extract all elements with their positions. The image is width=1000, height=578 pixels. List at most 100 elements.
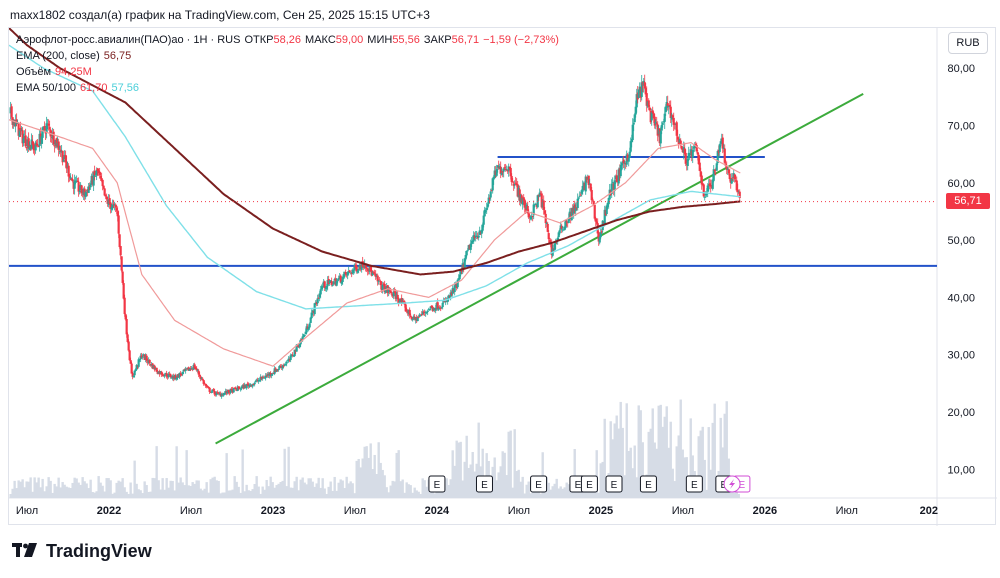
volume-bar (329, 481, 332, 498)
volume-bar (251, 489, 254, 498)
candle-down (129, 360, 132, 364)
volume-bar (39, 487, 42, 498)
candle-up (421, 311, 424, 315)
candle-up (458, 274, 461, 280)
candle-up (277, 368, 280, 370)
candle-up (342, 274, 345, 278)
y-tick-label: 30,00 (947, 350, 975, 362)
candle-down (269, 373, 272, 376)
volume-bar (37, 477, 40, 498)
volume-bar (613, 423, 616, 498)
legend-ohlc-row: Аэрофлот-росс.авиалин(ПАО)ао · 1Н · RUS О… (16, 32, 563, 48)
volume-bar (391, 480, 394, 498)
candle-down (547, 233, 550, 240)
earnings-marker-icon[interactable] (580, 475, 598, 493)
candle-up (730, 178, 733, 184)
volume-bar (33, 477, 36, 498)
y-tick-label: 80,00 (947, 63, 975, 75)
footer-brand[interactable]: TradingView (12, 540, 152, 562)
candle-down (160, 371, 163, 375)
candle-up (670, 115, 673, 120)
candle-up (500, 172, 503, 175)
volume-bar (255, 476, 258, 498)
volume-bar (651, 408, 654, 498)
volume-bar (467, 467, 470, 498)
volume-bar (587, 491, 590, 498)
volume-bar (381, 469, 384, 498)
candle-down (669, 106, 672, 118)
candle-up (286, 360, 289, 362)
candle-down (526, 205, 529, 214)
earnings-marker-icon[interactable] (530, 475, 548, 493)
candle-down (696, 152, 699, 155)
volume-bar (359, 467, 362, 498)
candle-down (676, 136, 679, 140)
candle-down (379, 281, 382, 286)
legend-symbol[interactable]: Аэрофлот-росс.авиалин(ПАО)ао · 1Н · RUS (16, 34, 241, 46)
volume-bar (667, 447, 670, 498)
volume-bar (661, 426, 664, 498)
volume-bar (619, 401, 622, 498)
volume-bar (19, 481, 22, 498)
earnings-marker-icon[interactable] (605, 475, 623, 493)
candle-up (631, 124, 634, 141)
earnings-marker-icon[interactable] (639, 475, 657, 493)
ema200-line[interactable] (9, 28, 741, 276)
price-chart[interactable]: 80,00 70,00 60,00 50,00 40,00 30,00 20,00 10,00… (9, 28, 997, 526)
candle-up (628, 151, 631, 158)
legend-ema200-row[interactable]: EMA (200, close) 56,75 (16, 48, 563, 64)
candle-down (593, 204, 596, 219)
chart-pane[interactable]: 80,00 70,00 60,00 50,00 40,00 30,00 20,00 10,00… (8, 27, 997, 526)
candle-down (383, 283, 386, 293)
volume-bar (539, 493, 542, 498)
volume-bar (203, 488, 206, 498)
ema100-line[interactable] (9, 44, 741, 310)
volume-bar (597, 492, 600, 498)
legend-volume-row[interactable]: Объём 94,25M (16, 64, 563, 80)
x-tick-label: Июл (672, 505, 694, 517)
candle-down (37, 146, 40, 148)
volume-bar (261, 486, 264, 498)
volume-bar (11, 488, 14, 498)
candle-up (489, 191, 492, 198)
volume-bar (103, 491, 106, 498)
volume-bar (671, 468, 674, 498)
candle-down (697, 154, 700, 165)
candle-down (397, 298, 400, 303)
candle-up (132, 375, 135, 378)
candle-up (576, 198, 579, 209)
earnings-marker-icon[interactable] (685, 475, 703, 493)
currency-button[interactable]: RUB (948, 32, 988, 54)
candle-up (87, 186, 90, 193)
candle-up (477, 235, 480, 238)
volume-bar (247, 490, 250, 498)
candle-up (211, 389, 214, 392)
candle-up (392, 291, 395, 297)
volume-bar (639, 410, 642, 498)
volume-bar (697, 436, 700, 498)
earnings-marker-icon[interactable] (428, 475, 446, 493)
earnings-marker-icon[interactable] (475, 475, 493, 493)
volume-bar (253, 483, 256, 498)
candle-up (532, 204, 535, 216)
legend-ema50-value: 61,70 (79, 82, 108, 94)
volume-bar (195, 480, 198, 498)
volume-bar (515, 471, 518, 498)
volume-bar (265, 480, 268, 498)
candle-up (351, 269, 354, 274)
candle-down (596, 223, 599, 234)
volume-bar (579, 488, 582, 498)
candle-up (485, 208, 488, 211)
ema50-line[interactable] (9, 119, 741, 367)
volume-bar (669, 421, 672, 498)
volume-bar (561, 488, 564, 498)
candle-down (115, 208, 118, 211)
candle-up (320, 286, 323, 289)
candle-up (706, 185, 709, 192)
volume-bar (333, 476, 336, 498)
support-trend-line[interactable] (215, 93, 864, 445)
legend-ema-row[interactable]: EMA 50/100 61,70 57,56 (16, 80, 563, 96)
candle-up (687, 152, 690, 159)
candle-up (34, 142, 37, 151)
legend-ema100-value: 57,56 (111, 82, 139, 94)
